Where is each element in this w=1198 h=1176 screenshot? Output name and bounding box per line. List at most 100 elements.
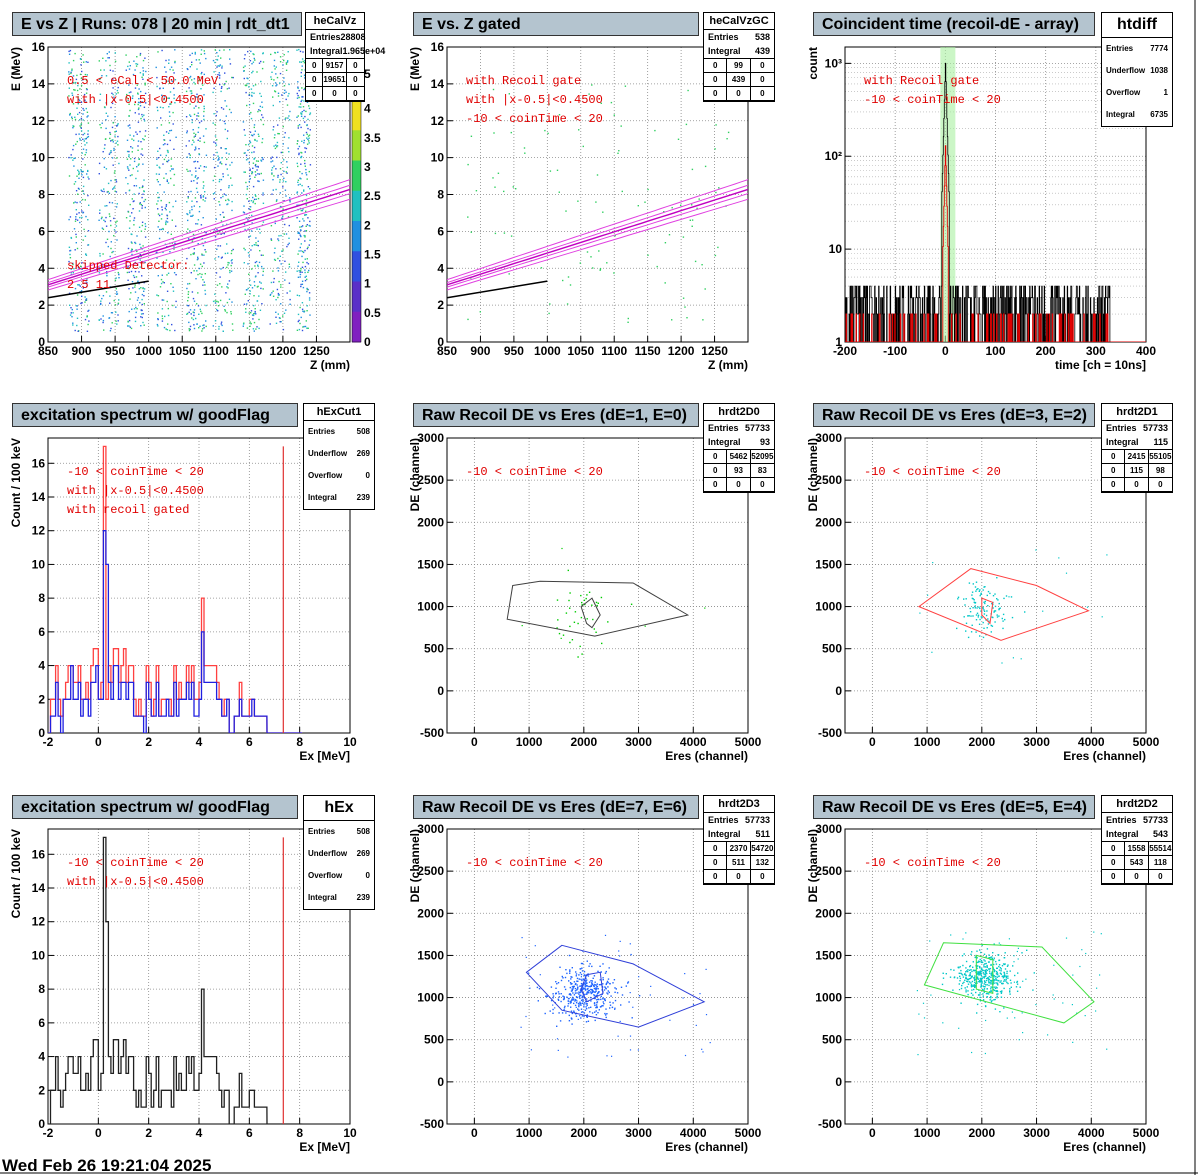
plot-content xyxy=(467,84,730,323)
data-point xyxy=(78,173,80,176)
data-point xyxy=(253,313,255,315)
data-point xyxy=(175,225,177,227)
data-point xyxy=(261,67,264,70)
data-point xyxy=(990,974,992,976)
data-point xyxy=(162,163,164,165)
data-point xyxy=(983,613,986,615)
data-point xyxy=(279,260,281,262)
data-point xyxy=(996,990,998,992)
data-point xyxy=(494,186,496,188)
data-point xyxy=(248,236,250,238)
data-point xyxy=(989,967,992,970)
data-point xyxy=(86,136,89,139)
data-point xyxy=(143,114,145,116)
data-point xyxy=(576,980,578,982)
data-point xyxy=(561,975,563,978)
data-point xyxy=(100,69,102,71)
x-tick-label: 0 xyxy=(95,1126,102,1140)
y-tick-label: 2000 xyxy=(815,906,842,920)
data-point xyxy=(254,84,257,86)
data-point xyxy=(968,582,971,584)
data-point xyxy=(983,953,986,955)
data-point xyxy=(257,272,259,274)
data-point xyxy=(197,112,199,114)
data-point xyxy=(990,990,992,993)
data-point xyxy=(197,126,200,129)
data-point xyxy=(140,203,143,206)
data-point xyxy=(574,987,577,990)
data-point-sparse xyxy=(705,1014,708,1016)
data-point xyxy=(199,194,202,197)
data-point-sparse xyxy=(1013,961,1015,963)
data-point xyxy=(134,270,137,273)
data-point xyxy=(261,141,263,144)
y-tick-label: 4 xyxy=(437,261,444,275)
data-point xyxy=(568,1014,570,1017)
data-point xyxy=(304,269,306,271)
data-point xyxy=(144,92,147,95)
data-point xyxy=(139,72,142,74)
data-point xyxy=(285,309,287,311)
data-point xyxy=(606,1013,608,1015)
data-point xyxy=(171,242,173,244)
data-point xyxy=(1011,616,1014,619)
data-point xyxy=(157,157,160,159)
data-point xyxy=(968,975,970,977)
data-point xyxy=(244,65,246,67)
data-point xyxy=(84,282,86,284)
x-tick-label: 0 xyxy=(471,735,478,749)
data-point xyxy=(131,147,134,149)
colorbar-tick-label: 5 xyxy=(364,67,371,81)
kinematic-line xyxy=(447,198,748,291)
data-point xyxy=(580,991,582,993)
data-point xyxy=(139,243,141,246)
data-point xyxy=(200,310,202,313)
data-point xyxy=(275,311,277,313)
data-point xyxy=(117,271,119,274)
data-point xyxy=(467,318,469,321)
data-point xyxy=(158,237,161,240)
data-point xyxy=(130,233,132,235)
data-point xyxy=(582,962,584,965)
data-point xyxy=(583,982,585,984)
data-point xyxy=(579,994,581,996)
data-point xyxy=(242,121,245,123)
data-point-sparse xyxy=(1022,1032,1024,1034)
data-point xyxy=(990,956,992,959)
data-point xyxy=(247,149,249,151)
data-point xyxy=(88,309,90,312)
data-point xyxy=(135,311,137,314)
data-point xyxy=(226,168,228,170)
data-point xyxy=(69,314,72,316)
data-point xyxy=(558,191,560,193)
data-point xyxy=(1002,620,1004,622)
data-point xyxy=(302,218,304,220)
data-point xyxy=(682,297,685,299)
data-point xyxy=(624,85,627,87)
data-point-sparse xyxy=(929,940,931,942)
data-point xyxy=(303,139,305,142)
data-point xyxy=(996,987,998,989)
data-point xyxy=(224,310,227,312)
data-point xyxy=(165,131,168,133)
data-point xyxy=(110,224,112,227)
data-point xyxy=(602,1001,604,1003)
data-point xyxy=(998,615,1000,617)
cut-polygon-outer xyxy=(506,580,690,637)
data-point xyxy=(299,171,301,173)
data-point xyxy=(595,988,597,991)
data-point xyxy=(249,169,251,172)
data-point xyxy=(307,135,310,137)
data-point xyxy=(161,209,163,211)
data-point xyxy=(248,255,250,257)
data-point xyxy=(593,991,595,993)
y-axis-title: DE (channel) xyxy=(408,829,422,902)
data-point xyxy=(229,271,231,274)
data-point xyxy=(615,988,617,990)
data-point xyxy=(993,963,995,966)
data-point-sparse xyxy=(962,938,964,940)
data-point xyxy=(510,235,513,237)
data-point xyxy=(143,295,145,297)
colorbar-segment xyxy=(352,130,361,161)
data-point xyxy=(141,205,143,207)
